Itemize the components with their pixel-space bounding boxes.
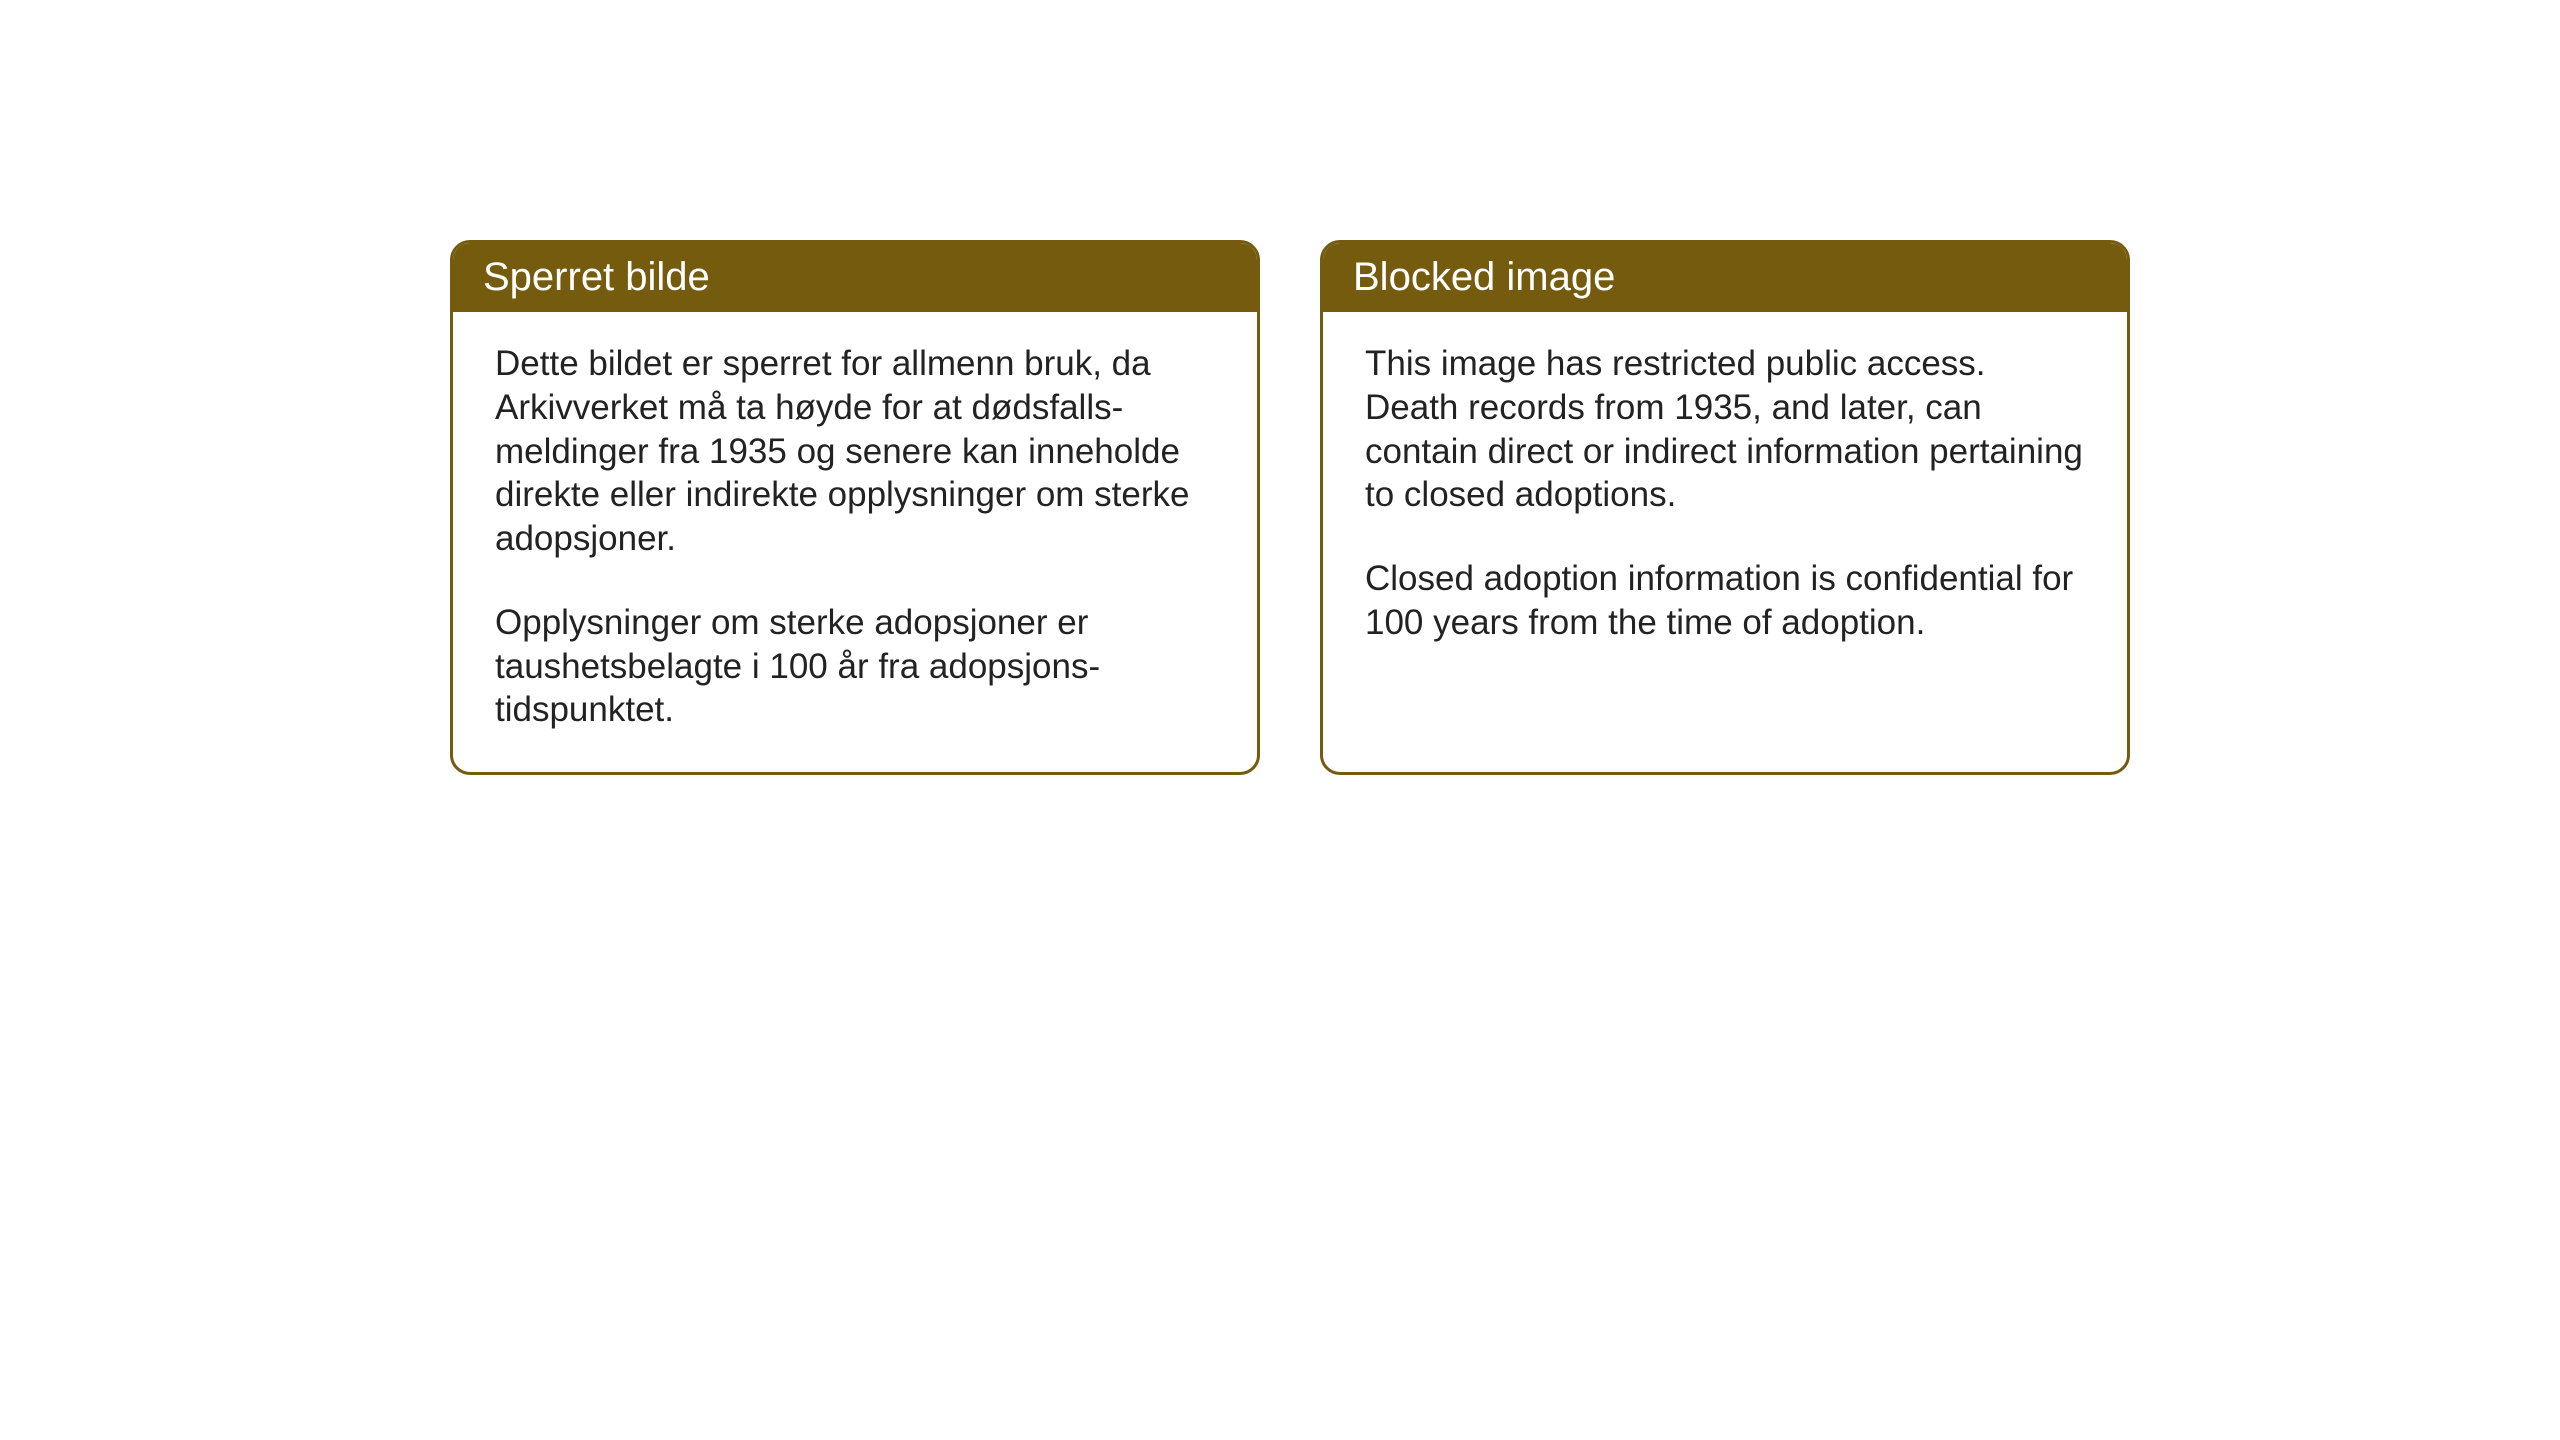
notice-title: Sperret bilde [483,255,710,299]
notice-title: Blocked image [1353,255,1615,299]
notice-paragraph: Closed adoption information is confident… [1365,557,2085,645]
notice-paragraph: Dette bildet er sperret for allmenn bruk… [495,342,1215,561]
notice-paragraph: This image has restricted public access.… [1365,342,2085,517]
notice-paragraph: Opplysninger om sterke adopsjoner er tau… [495,601,1215,732]
notice-body-english: This image has restricted public access.… [1323,312,2127,685]
notice-body-norwegian: Dette bildet er sperret for allmenn bruk… [453,312,1257,772]
notice-header-norwegian: Sperret bilde [453,243,1257,312]
notice-container: Sperret bilde Dette bildet er sperret fo… [450,240,2130,775]
notice-header-english: Blocked image [1323,243,2127,312]
notice-card-english: Blocked image This image has restricted … [1320,240,2130,775]
notice-card-norwegian: Sperret bilde Dette bildet er sperret fo… [450,240,1260,775]
